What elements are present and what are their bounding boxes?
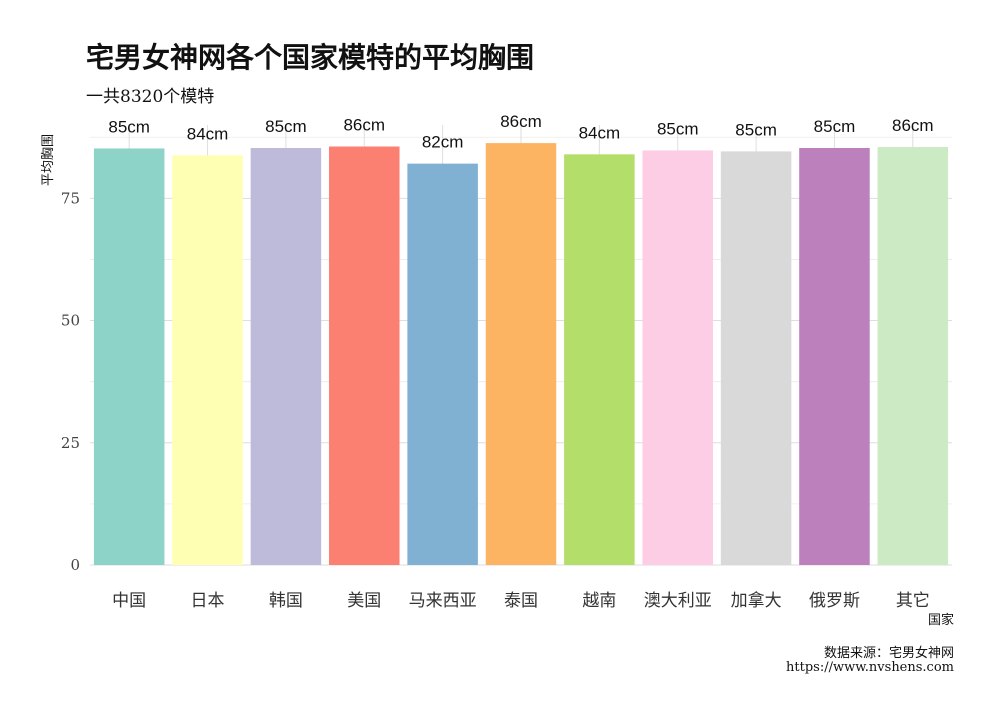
x-tick-label: 美国 xyxy=(347,591,381,611)
bar-value-label: 84cm xyxy=(579,123,621,142)
bar xyxy=(642,150,713,565)
x-tick-label: 越南 xyxy=(582,591,616,611)
x-tick-label: 加拿大 xyxy=(731,590,782,611)
bars xyxy=(93,143,949,566)
bar-value-label: 85cm xyxy=(108,117,150,136)
bar xyxy=(172,155,243,566)
bar xyxy=(250,147,322,565)
chart-title: 宅男女神网各个国家模特的平均胸围 xyxy=(86,41,535,74)
bar-value-label: 85cm xyxy=(657,119,699,138)
y-tick-label: 50 xyxy=(61,312,80,330)
bar-value-label: 85cm xyxy=(265,117,307,136)
y-axis-ticks: 0 25 50 75 xyxy=(61,189,80,574)
y-axis-title: 平均胸围 xyxy=(41,134,56,186)
bar-value-label: 86cm xyxy=(892,116,934,135)
bar xyxy=(329,146,400,565)
bar xyxy=(407,163,478,565)
x-tick-label: 中国 xyxy=(112,591,146,611)
x-axis-ticks: 中国 日本 韩国 美国 马来西亚 泰国 越南 澳大利亚 加拿大 俄罗斯 其它 xyxy=(112,590,930,611)
bar xyxy=(877,147,949,565)
y-tick-label: 0 xyxy=(70,556,80,574)
bar xyxy=(93,148,165,565)
x-tick-label: 泰国 xyxy=(504,591,538,611)
y-tick-label: 75 xyxy=(61,189,80,207)
bar-value-label: 86cm xyxy=(343,116,385,135)
bar-value-label: 84cm xyxy=(187,124,229,143)
bar-value-label: 85cm xyxy=(735,120,777,139)
x-tick-label: 其它 xyxy=(896,591,930,611)
chart-subtitle: 一共8320个模特 xyxy=(86,87,215,107)
source-caption: 数据来源：宅男女神网 xyxy=(823,646,954,661)
bar-value-label: 86cm xyxy=(500,112,542,131)
bar xyxy=(720,151,792,565)
bar xyxy=(564,154,635,566)
y-tick-label: 25 xyxy=(61,434,80,452)
x-tick-label: 韩国 xyxy=(269,591,303,611)
x-axis-title: 国家 xyxy=(928,612,954,628)
bar-value-label: 82cm xyxy=(422,133,464,152)
x-tick-label: 日本 xyxy=(191,591,225,611)
data-labels: 85cm 84cm 85cm 86cm 82cm 86cm 84cm 85cm 85cm 85cm… xyxy=(108,112,933,152)
bar-value-label: 85cm xyxy=(814,117,856,136)
source-url: https://www.nvshens.com xyxy=(786,660,954,675)
x-tick-label: 澳大利亚 xyxy=(644,591,712,611)
x-tick-label: 俄罗斯 xyxy=(809,591,860,611)
bar xyxy=(799,147,870,565)
x-tick-label: 马来西亚 xyxy=(409,591,477,611)
bar xyxy=(485,143,557,566)
